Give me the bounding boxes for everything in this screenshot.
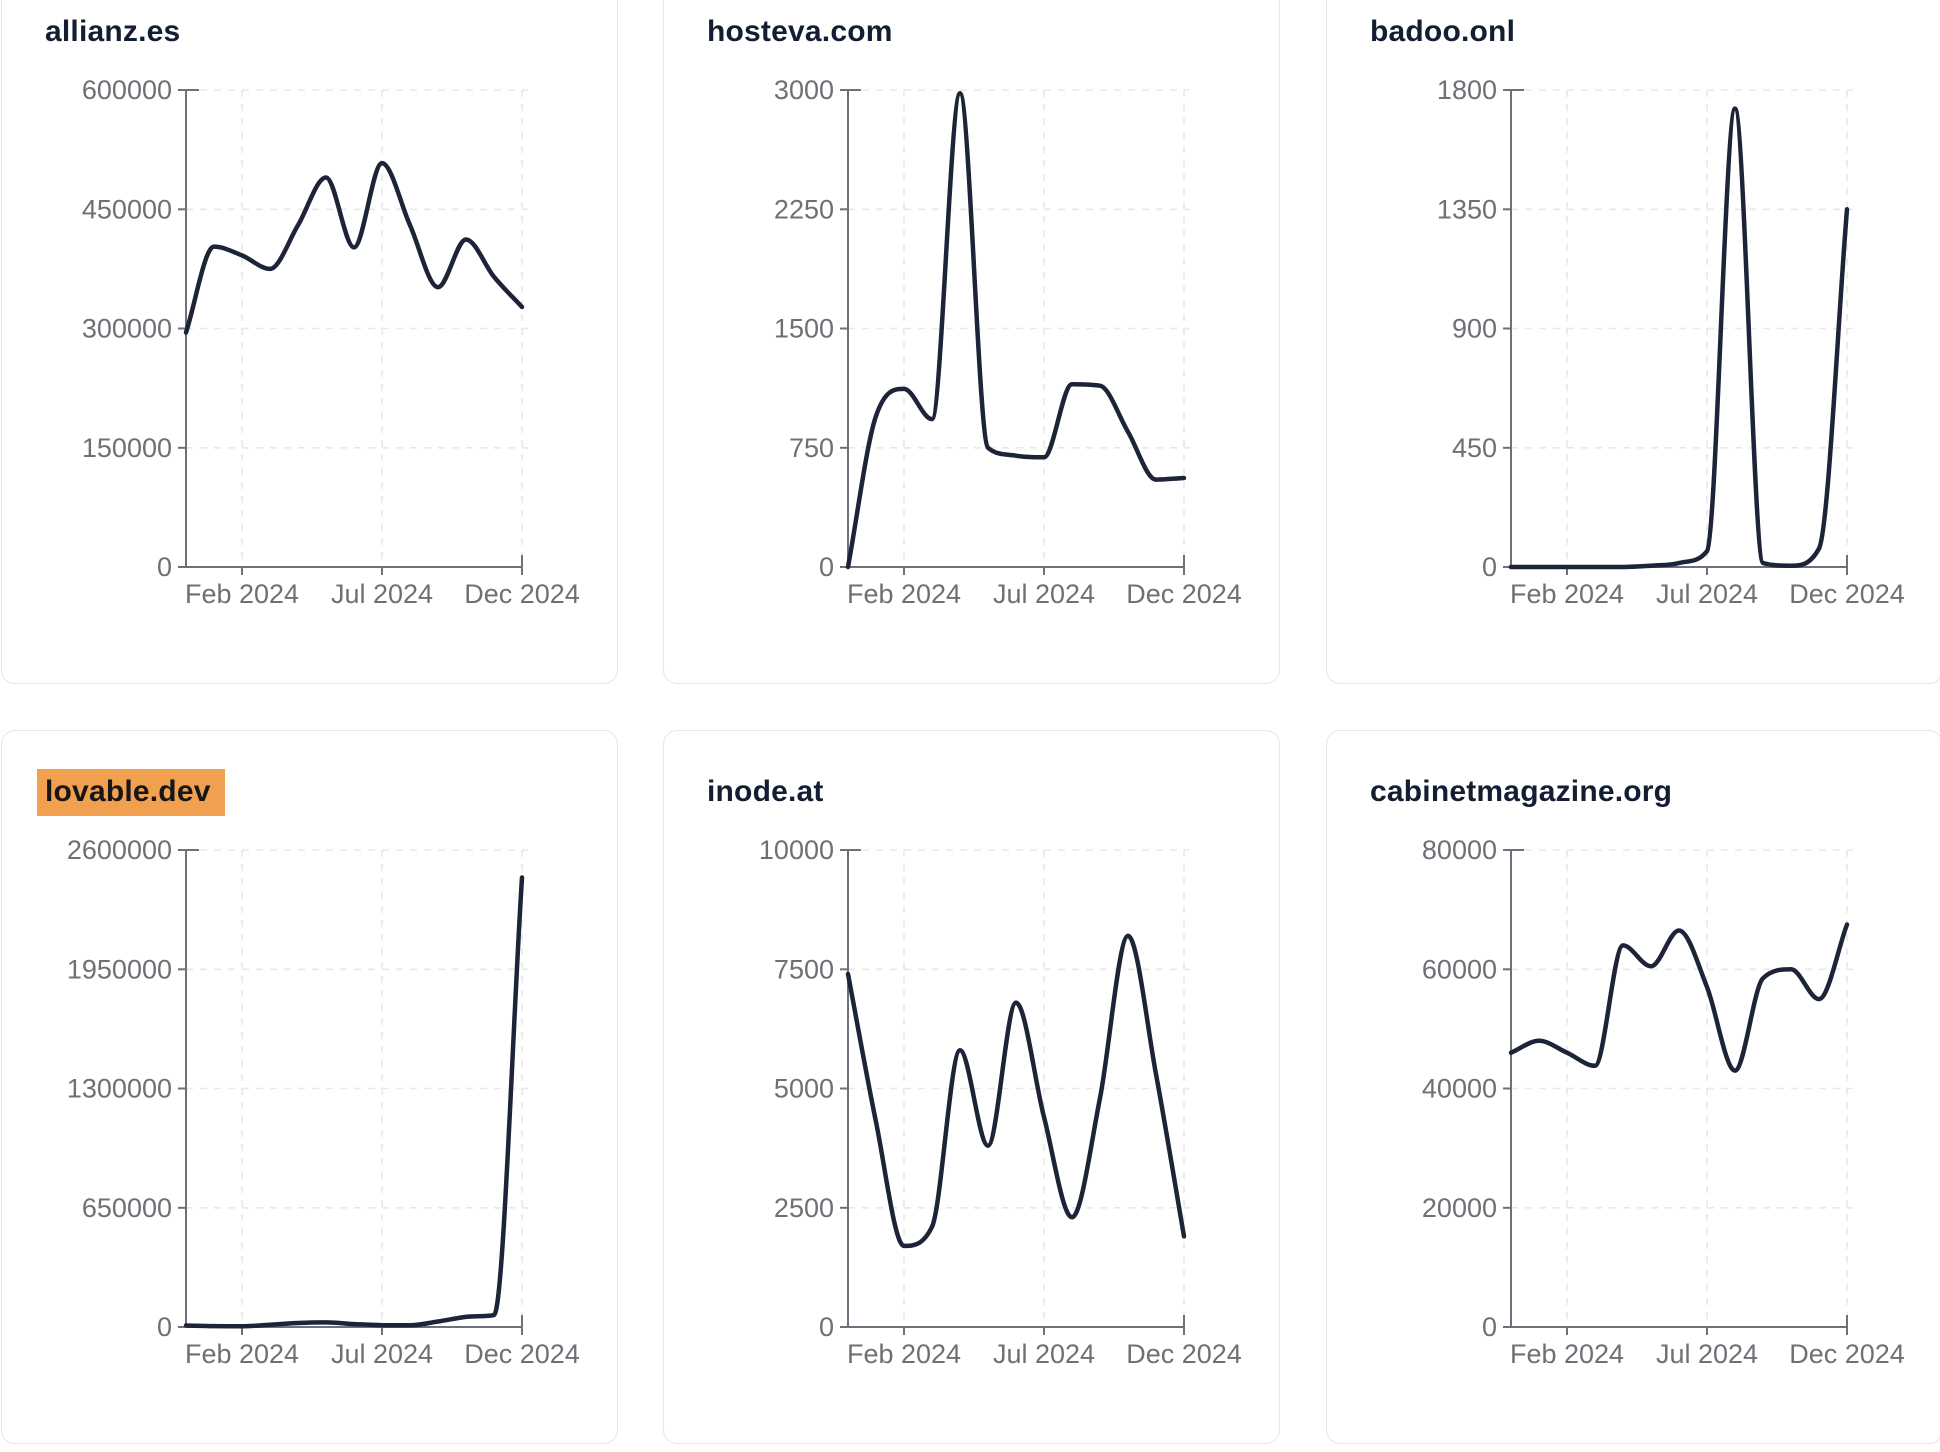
y-tick-label: 600000 xyxy=(82,75,172,105)
y-tick-label: 450000 xyxy=(82,194,172,224)
y-tick-label: 450 xyxy=(1452,433,1497,463)
y-tick-label: 0 xyxy=(157,552,172,582)
domain-chart-card: allianz.es 0 150000 300000 450000 600000 Feb … xyxy=(1,0,618,684)
y-tick-label: 1300000 xyxy=(67,1074,172,1104)
y-tick-label: 0 xyxy=(819,552,834,582)
x-axis xyxy=(186,555,523,568)
data-line xyxy=(183,160,525,335)
y-tick-label: 900 xyxy=(1452,314,1497,344)
chart-title[interactable]: badoo.onl xyxy=(1370,15,1516,48)
y-tick-label: 2500 xyxy=(774,1193,834,1223)
y-tick-label: 7500 xyxy=(774,954,834,984)
x-axis xyxy=(848,555,1185,568)
domain-chart-card: cabinetmagazine.org 0 20000 40000 60000 8000… xyxy=(1326,730,1940,1444)
y-tick-label: 0 xyxy=(819,1312,834,1342)
x-tick-label: Jul 2024 xyxy=(1656,579,1758,609)
x-tick-label: Dec 2024 xyxy=(464,579,580,609)
domain-chart-card: inode.at 0 2500 5000 7500 10000 Feb 2024 Jul 2… xyxy=(663,730,1280,1444)
x-tick-label: Dec 2024 xyxy=(1126,579,1242,609)
x-axis xyxy=(848,1315,1185,1328)
data-line xyxy=(183,875,525,1329)
x-tick-label: Feb 2024 xyxy=(185,579,299,609)
chart-title[interactable]: hosteva.com xyxy=(707,15,893,48)
y-tick-label: 0 xyxy=(1482,1312,1497,1342)
y-tick-label: 0 xyxy=(1482,552,1497,582)
x-tick-label: Feb 2024 xyxy=(847,1339,961,1369)
line-chart: 0 20000 40000 60000 80000 Feb 2024 Jul 2024 Dec… xyxy=(1422,835,1905,1369)
y-tick-label: 5000 xyxy=(774,1074,834,1104)
y-tick-label: 1950000 xyxy=(67,954,172,984)
y-tick-label: 0 xyxy=(157,1312,172,1342)
x-tick-label: Feb 2024 xyxy=(1510,1339,1624,1369)
y-tick-label: 3000 xyxy=(774,75,834,105)
chart-title-row: badoo.onl xyxy=(1370,15,1515,55)
y-tick-label: 2250 xyxy=(774,194,834,224)
x-tick-label: Dec 2024 xyxy=(1126,1339,1242,1369)
domain-chart-card: lovable.dev 0 650000 1300000 1950000 2600000… xyxy=(1,730,618,1444)
y-tick-label: 60000 xyxy=(1422,954,1497,984)
y-tick-label: 10000 xyxy=(759,835,834,865)
chart-title-row: lovable.dev xyxy=(37,769,225,816)
chart-title[interactable]: inode.at xyxy=(707,775,824,808)
line-chart: 0 150000 300000 450000 600000 Feb 2024 Jul 202… xyxy=(82,75,580,609)
chart-title[interactable]: cabinetmagazine.org xyxy=(1370,775,1673,808)
y-tick-label: 1500 xyxy=(774,314,834,344)
chart-title[interactable]: allianz.es xyxy=(45,15,181,48)
x-axis xyxy=(1511,1315,1848,1328)
x-tick-label: Jul 2024 xyxy=(1656,1339,1758,1369)
data-line xyxy=(1508,106,1850,570)
domain-chart-card: badoo.onl 0 450 900 1350 1800 Feb 2024 Jul 202… xyxy=(1326,0,1940,684)
x-tick-label: Jul 2024 xyxy=(331,1339,433,1369)
y-tick-label: 1350 xyxy=(1437,194,1497,224)
data-line xyxy=(845,90,1187,570)
x-tick-label: Dec 2024 xyxy=(1789,1339,1905,1369)
line-chart: 0 650000 1300000 1950000 2600000 Feb 2024 Jul … xyxy=(67,835,580,1369)
domain-chart-card: hosteva.com 0 750 1500 2250 3000 Feb 2024 Jul … xyxy=(663,0,1280,684)
x-tick-label: Jul 2024 xyxy=(993,579,1095,609)
data-line xyxy=(845,933,1187,1249)
x-tick-label: Feb 2024 xyxy=(1510,579,1624,609)
y-tick-label: 150000 xyxy=(82,433,172,463)
y-tick-label: 650000 xyxy=(82,1193,172,1223)
y-tick-label: 1800 xyxy=(1437,75,1497,105)
chart-title-row: cabinetmagazine.org xyxy=(1370,775,1672,815)
x-tick-label: Dec 2024 xyxy=(1789,579,1905,609)
chart-title-row: allianz.es xyxy=(45,15,180,55)
line-chart: 0 2500 5000 7500 10000 Feb 2024 Jul 2024 Dec 20… xyxy=(759,835,1242,1369)
chart-title-row: hosteva.com xyxy=(707,15,893,55)
y-tick-label: 750 xyxy=(789,433,834,463)
y-tick-label: 20000 xyxy=(1422,1193,1497,1223)
x-tick-label: Jul 2024 xyxy=(331,579,433,609)
line-chart: 0 450 900 1350 1800 Feb 2024 Jul 2024 Dec 2024 xyxy=(1437,75,1905,609)
chart-title-row: inode.at xyxy=(707,775,824,815)
data-line xyxy=(1508,922,1850,1073)
chart-title[interactable]: lovable.dev xyxy=(37,769,225,816)
x-tick-label: Feb 2024 xyxy=(185,1339,299,1369)
x-tick-label: Jul 2024 xyxy=(993,1339,1095,1369)
x-tick-label: Dec 2024 xyxy=(464,1339,580,1369)
y-tick-label: 80000 xyxy=(1422,835,1497,865)
line-chart: 0 750 1500 2250 3000 Feb 2024 Jul 2024 Dec 2024 xyxy=(774,75,1242,609)
x-tick-label: Feb 2024 xyxy=(847,579,961,609)
y-tick-label: 300000 xyxy=(82,314,172,344)
y-tick-label: 2600000 xyxy=(67,835,172,865)
y-tick-label: 40000 xyxy=(1422,1074,1497,1104)
